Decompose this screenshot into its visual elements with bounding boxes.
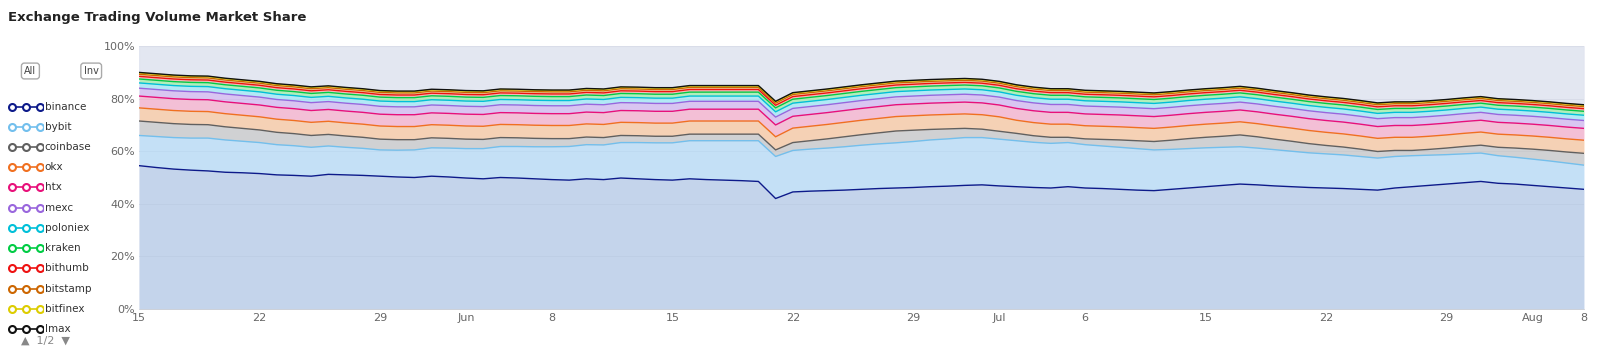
Text: bitstamp: bitstamp [45, 284, 91, 294]
Text: htx: htx [45, 182, 62, 192]
Text: bitfinex: bitfinex [45, 304, 85, 314]
Text: kraken: kraken [45, 243, 80, 253]
Text: ▲  1/2  ▼: ▲ 1/2 ▼ [21, 336, 70, 346]
Text: Inv: Inv [83, 66, 99, 76]
Text: Exchange Trading Volume Market Share: Exchange Trading Volume Market Share [8, 11, 306, 24]
Text: poloniex: poloniex [45, 223, 90, 233]
Text: bybit: bybit [45, 122, 72, 132]
Text: All: All [24, 66, 37, 76]
Text: mexc: mexc [45, 203, 74, 213]
Text: okx: okx [45, 162, 64, 172]
Text: binance: binance [45, 102, 86, 111]
Text: lmax: lmax [45, 324, 70, 334]
Text: bithumb: bithumb [45, 263, 88, 273]
Text: coinbase: coinbase [45, 142, 91, 152]
